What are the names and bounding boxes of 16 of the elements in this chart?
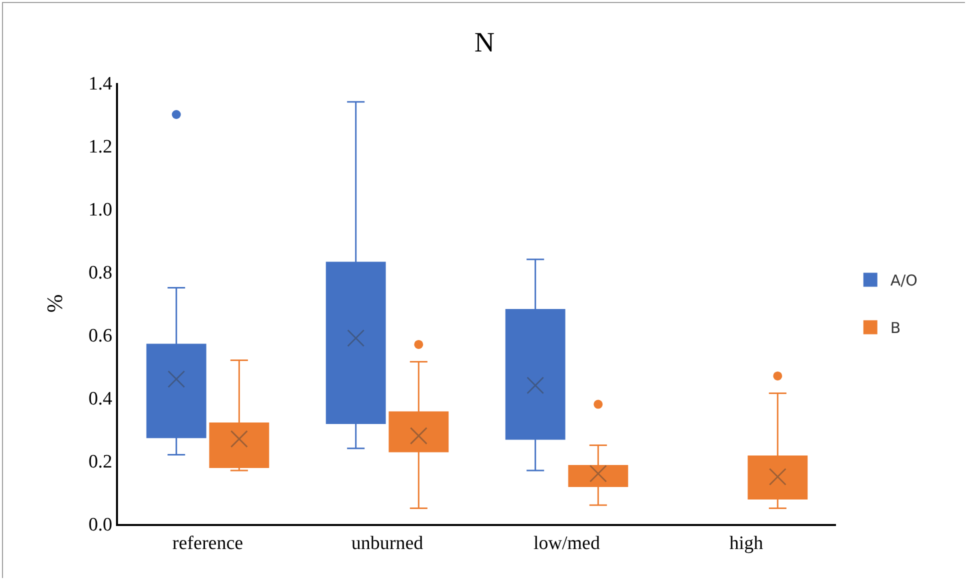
x-tick-label: unburned (351, 532, 424, 554)
chart-title: N (474, 27, 495, 58)
y-tick-label: 0.4 (88, 388, 113, 410)
x-tick-label: reference (172, 532, 244, 554)
y-tick-label: 0.2 (88, 452, 112, 473)
y-tick-label: 1.0 (88, 200, 112, 221)
y-tick-label: 0.6 (88, 326, 112, 347)
y-tick-label: 0.0 (88, 514, 112, 536)
legend-label: A/O (890, 272, 918, 290)
y-tick-label: 1.4 (88, 74, 113, 95)
y-tick-label: 1.2 (88, 136, 112, 158)
y-tick-label: 0.8 (88, 262, 112, 284)
x-tick-label: low/med (534, 532, 600, 554)
legend-label: B (890, 319, 901, 338)
y-axis-title: % (42, 294, 67, 313)
x-tick-label: high (729, 532, 764, 554)
